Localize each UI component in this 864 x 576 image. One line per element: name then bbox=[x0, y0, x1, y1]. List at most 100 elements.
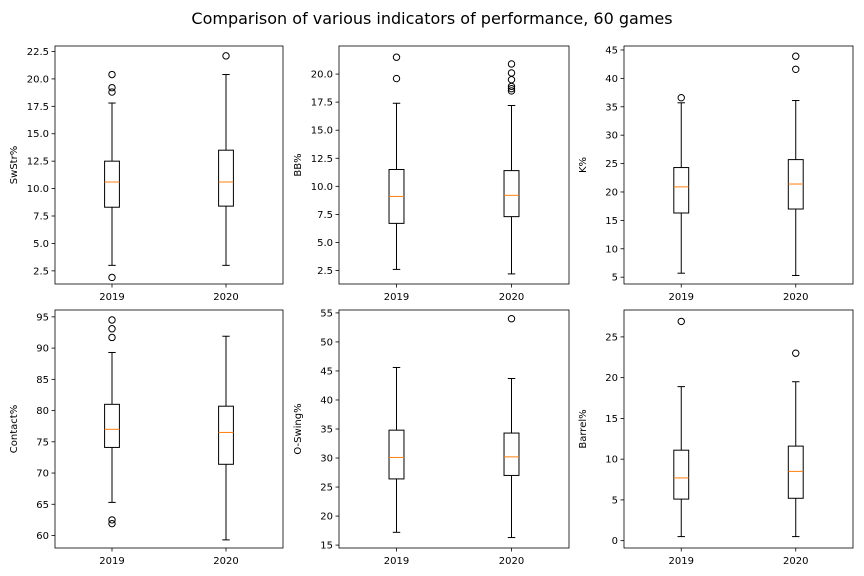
outlier-point bbox=[677, 317, 685, 326]
y-tick-label: 30 bbox=[320, 454, 333, 465]
y-tick-label: 7.5 bbox=[317, 210, 333, 221]
y-tick-label: 17.5 bbox=[27, 102, 49, 113]
y-tick-label: 10 bbox=[605, 455, 618, 466]
y-tick-label: 0 bbox=[612, 536, 618, 547]
outlier-point bbox=[222, 52, 230, 60]
box-series-2019 bbox=[673, 317, 690, 538]
y-tick-label: 10.0 bbox=[311, 182, 333, 193]
y-tick-label: 40 bbox=[320, 395, 333, 406]
y-tick-label: 10 bbox=[605, 244, 618, 255]
y-tick-label: 60 bbox=[36, 531, 49, 542]
axes-frame bbox=[54, 309, 284, 549]
outlier-point bbox=[677, 93, 685, 102]
y-tick-label: 55 bbox=[320, 308, 333, 319]
y-tick-label: 5.0 bbox=[317, 238, 333, 249]
y-tick-label: 35 bbox=[320, 425, 333, 436]
outlier-point bbox=[108, 88, 116, 96]
y-tick-label: 50 bbox=[320, 337, 333, 348]
y-tick-label: 12.5 bbox=[311, 154, 333, 165]
y-tick-label: 25 bbox=[605, 159, 618, 170]
outlier-point bbox=[507, 84, 516, 93]
x-tick-label: 2020 bbox=[213, 292, 238, 303]
y-tick-label: 20 bbox=[605, 187, 618, 198]
outlier-point bbox=[392, 74, 401, 83]
y-tick-label: 75 bbox=[36, 437, 49, 448]
y-axis-label: BB% bbox=[293, 153, 304, 176]
x-tick-label: 2020 bbox=[213, 556, 238, 567]
box-series-2020 bbox=[218, 335, 234, 541]
outlier-point bbox=[392, 53, 401, 61]
y-tick-label: 2.5 bbox=[33, 266, 49, 277]
outlier-point bbox=[108, 519, 116, 528]
y-tick-label: 80 bbox=[36, 406, 49, 417]
outlier-point bbox=[792, 52, 800, 60]
axes-frame bbox=[338, 309, 570, 549]
y-tick-label: 20.0 bbox=[311, 70, 333, 81]
outlier-point bbox=[108, 316, 116, 324]
y-tick-label: 2.5 bbox=[317, 266, 333, 277]
outlier-point bbox=[108, 273, 116, 282]
x-tick-label: 2019 bbox=[669, 556, 694, 567]
y-tick-label: 5.0 bbox=[33, 239, 49, 250]
y-tick-label: 5 bbox=[612, 273, 618, 284]
outlier-point bbox=[108, 325, 116, 333]
outlier-point bbox=[108, 70, 116, 79]
outlier-point bbox=[507, 315, 516, 323]
y-tick-label: 30 bbox=[605, 131, 618, 142]
box-series-2020 bbox=[503, 60, 520, 275]
axes-frame bbox=[54, 45, 284, 285]
outlier-point bbox=[108, 333, 116, 342]
y-tick-label: 95 bbox=[36, 312, 49, 323]
box-series-2020 bbox=[787, 349, 804, 538]
chart-panel: 15 20 25 30 35 40 45 50 55 2019 2020 O-Swing% bbox=[293, 308, 570, 567]
y-tick-label: 22.5 bbox=[27, 47, 49, 58]
box-series-2020 bbox=[503, 315, 520, 539]
axes-frame bbox=[623, 45, 854, 285]
x-tick-label: 2020 bbox=[783, 292, 808, 303]
y-tick-label: 20 bbox=[320, 512, 333, 523]
x-tick-label: 2020 bbox=[783, 556, 808, 567]
iqr-box bbox=[104, 403, 120, 448]
box-series-2020 bbox=[787, 52, 804, 276]
x-tick-label: 2019 bbox=[384, 292, 409, 303]
iqr-box bbox=[218, 405, 234, 465]
axes-frame bbox=[623, 309, 854, 549]
x-tick-label: 2019 bbox=[669, 292, 694, 303]
y-tick-label: 15 bbox=[605, 216, 618, 227]
outlier-point bbox=[108, 516, 116, 524]
x-tick-label: 2019 bbox=[99, 292, 124, 303]
box-series-2019 bbox=[673, 93, 690, 274]
y-tick-label: 20 bbox=[605, 373, 618, 384]
y-tick-label: 7.5 bbox=[33, 212, 49, 223]
y-tick-label: 5 bbox=[612, 495, 618, 506]
box-series-2019 bbox=[388, 366, 405, 533]
y-tick-label: 90 bbox=[36, 344, 49, 355]
y-tick-label: 25 bbox=[320, 483, 333, 494]
y-tick-label: 45 bbox=[320, 366, 333, 377]
iqr-box bbox=[104, 160, 120, 208]
outlier-point bbox=[507, 69, 516, 77]
chart-panel: 2.5 5.0 7.5 10.0 12.5 15.0 17.5 20.0 22.5 2019 202… bbox=[9, 45, 284, 303]
axes-frame bbox=[338, 45, 570, 285]
y-tick-label: 15 bbox=[320, 541, 333, 552]
outlier-point bbox=[507, 87, 516, 95]
y-tick-label: 70 bbox=[36, 469, 49, 480]
iqr-box bbox=[388, 429, 405, 480]
y-axis-label: SwStr% bbox=[9, 146, 20, 184]
iqr-box bbox=[673, 449, 690, 500]
y-tick-label: 25 bbox=[605, 332, 618, 343]
y-tick-label: 15.0 bbox=[27, 129, 49, 140]
x-tick-label: 2019 bbox=[99, 556, 124, 567]
box-series-2020 bbox=[218, 52, 234, 266]
outlier-point bbox=[108, 83, 116, 92]
x-tick-label: 2020 bbox=[499, 556, 524, 567]
iqr-box bbox=[218, 149, 234, 207]
y-axis-label: Contact% bbox=[9, 405, 20, 453]
y-tick-label: 45 bbox=[605, 45, 618, 56]
outlier-point bbox=[792, 349, 800, 357]
y-tick-label: 17.5 bbox=[311, 98, 333, 109]
chart-panel: 0 5 10 15 20 25 2019 2020 Barrel% bbox=[578, 309, 854, 567]
x-tick-label: 2020 bbox=[499, 292, 524, 303]
outlier-point bbox=[792, 65, 800, 73]
